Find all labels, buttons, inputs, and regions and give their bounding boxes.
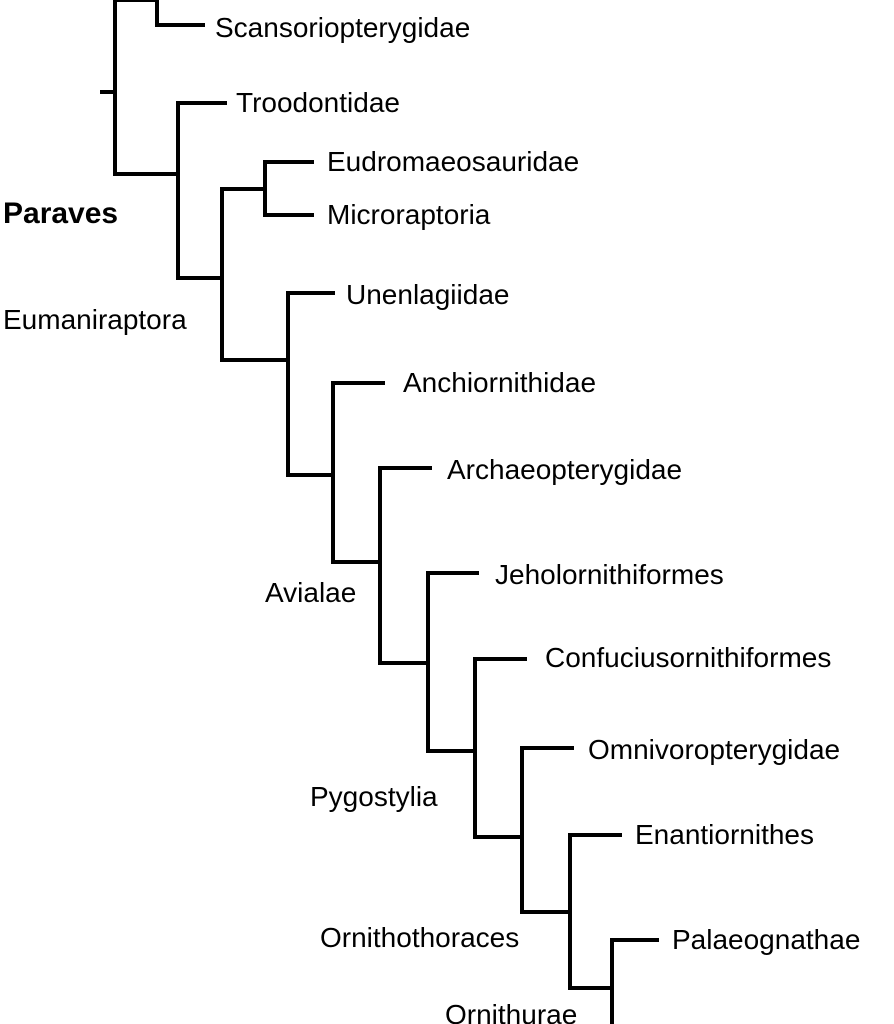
taxon-label: Anchiornithidae <box>403 367 597 398</box>
taxon-label: Archaeopterygidae <box>447 454 683 485</box>
taxon-label: Confuciusornithiformes <box>545 642 832 673</box>
taxon-label: Omnivoropterygidae <box>588 734 841 765</box>
taxon-label: Unenlagiidae <box>346 279 510 310</box>
taxon-label: Scansoriopterygidae <box>215 12 471 43</box>
clade-label-pygostylia: Pygostylia <box>310 781 438 812</box>
taxon-label: Eudromaeosauridae <box>327 146 580 177</box>
clade-label-ornithurae: Ornithurae <box>445 999 578 1024</box>
taxon-label: Troodontidae <box>236 87 400 118</box>
taxon-label: Palaeognathae <box>672 924 861 955</box>
clade-label-eumaniraptora: Eumaniraptora <box>3 304 187 335</box>
taxon-label: Microraptoria <box>327 199 491 230</box>
clade-label-paraves: Paraves <box>3 197 119 230</box>
taxon-label: Jeholornithiformes <box>495 559 724 590</box>
taxon-label: Enantiornithes <box>635 819 815 850</box>
clade-label-ornithothoraces: Ornithothoraces <box>320 922 520 953</box>
clade-label-avialae: Avialae <box>265 577 357 608</box>
